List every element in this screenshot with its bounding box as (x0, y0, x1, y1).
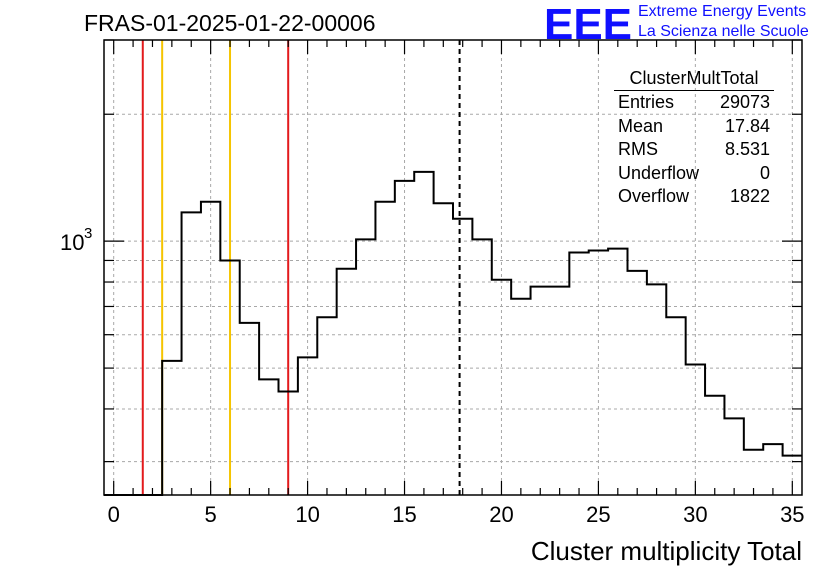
x-tick-label: 10 (295, 502, 319, 527)
y-tick-label-base: 10 (60, 230, 84, 255)
x-tick-label: 35 (780, 502, 804, 527)
chart-title: FRAS-01-2025-01-22-00006 (84, 10, 376, 36)
stats-title: ClusterMultTotal (614, 68, 774, 91)
stats-value: 8.531 (724, 139, 770, 159)
stats-label: Entries (618, 92, 675, 112)
eee-logo: EEE (544, 2, 632, 42)
logo-caption-2: La Scienza nelle Scuole (638, 23, 809, 40)
x-tick-label: 15 (392, 502, 416, 527)
grid-lines (104, 39, 802, 495)
histogram-line (104, 170, 802, 496)
y-tick-label-exponent: 3 (84, 225, 92, 242)
stats-value: 29073 (719, 92, 770, 112)
x-tick-label: 5 (205, 502, 217, 527)
stats-row-entries: Entries 29073 (608, 91, 780, 115)
x-tick-label: 25 (586, 502, 610, 527)
x-tick-label: 30 (683, 502, 707, 527)
stats-row-rms: RMS 8.531 (608, 138, 780, 162)
stats-value: 0 (759, 162, 770, 183)
axes (103, 39, 803, 496)
stats-label: Mean (618, 115, 664, 136)
x-tick-label: 0 (108, 502, 120, 527)
x-axis-title: Cluster multiplicity Total (531, 536, 802, 566)
stats-label: RMS (618, 139, 658, 159)
x-tick-label: 20 (489, 502, 513, 527)
logo-caption-1: Extreme Energy Events (638, 3, 807, 20)
stats-box: ClusterMultTotal Entries 29073 Mean 17.8… (608, 68, 780, 209)
stats-row-mean: Mean 17.84 (608, 115, 780, 139)
histogram-series (104, 170, 802, 496)
stats-value: 1822 (729, 186, 770, 206)
stats-value: 17.84 (724, 115, 770, 136)
stats-label: Overflow (618, 186, 690, 206)
stats-label: Underflow (618, 162, 700, 183)
stats-row-overflow: Overflow 1822 (608, 185, 780, 209)
stats-row-underflow: Underflow 0 (608, 162, 780, 186)
plot-frame (103, 39, 803, 496)
cut-lines (141, 40, 461, 495)
eee-logo-text: EEE (544, 2, 632, 42)
